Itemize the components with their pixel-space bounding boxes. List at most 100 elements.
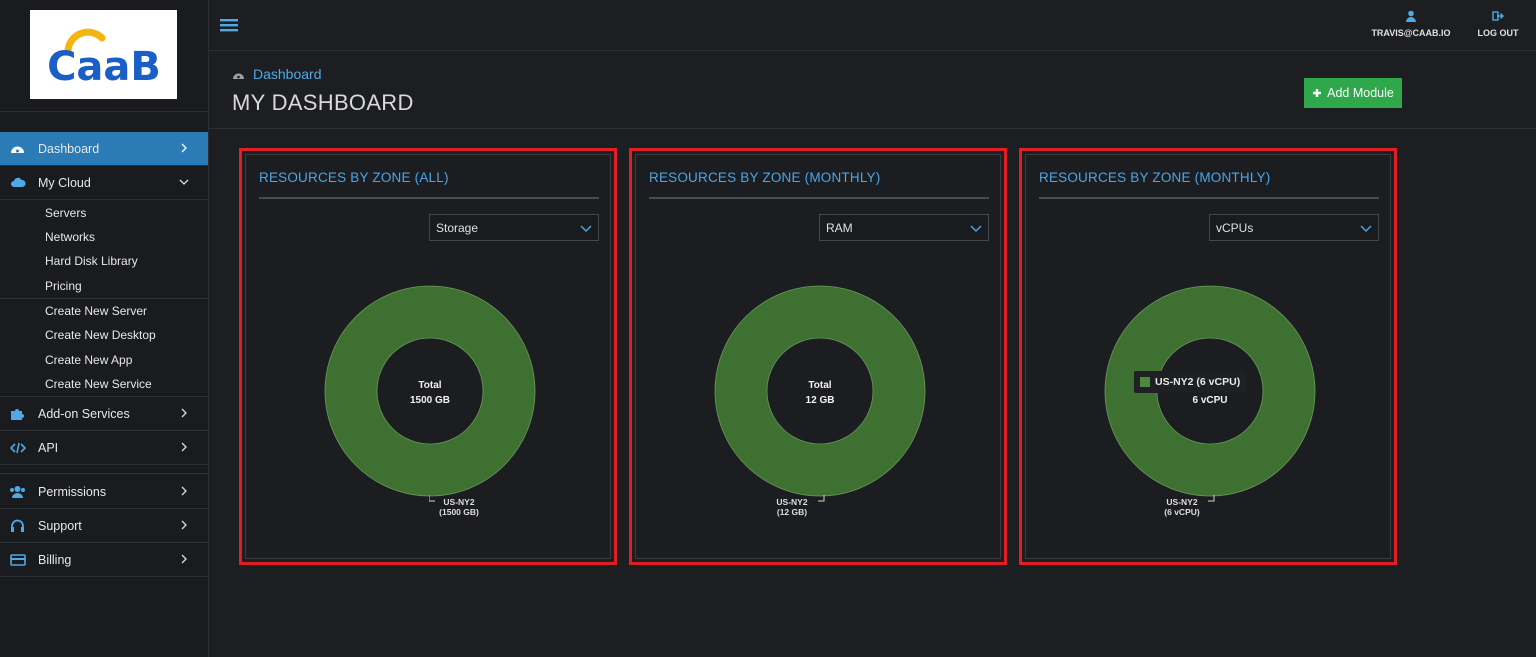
chevron-right-icon (181, 520, 187, 530)
zone-label: US-NY2 (6 vCPU) (1152, 497, 1212, 517)
divider (0, 396, 208, 397)
divider (259, 197, 599, 199)
add-module-button[interactable]: Add Module (1304, 78, 1402, 108)
tooltip-text: US-NY2 (6 vCPU) (1155, 376, 1241, 388)
donut-center-value: 6 vCPU (1192, 395, 1228, 406)
plus-icon (1313, 89, 1322, 97)
puzzle-icon (9, 407, 26, 421)
donut-slice-us-ny2[interactable] (715, 286, 925, 496)
chevron-right-icon (181, 143, 187, 153)
sidebar-sub-create-service[interactable]: Create New Service (45, 377, 152, 391)
donut-hole (766, 337, 874, 445)
sidebar-item-label: Permissions (38, 484, 107, 499)
donut-center-label: Total (808, 380, 832, 391)
logo-area: CaaB (0, 0, 208, 112)
resources-panel-vcpu: RESOURCES BY ZONE (MONTHLY) vCPUs 6 vCPU… (1019, 148, 1397, 565)
sidebar-sub-servers[interactable]: Servers (45, 206, 87, 220)
sidebar-sub-pricing[interactable]: Pricing (45, 279, 82, 293)
panel-title: RESOURCES BY ZONE (MONTHLY) (1039, 170, 1271, 185)
page-header: Dashboard MY DASHBOARD Add Module (209, 51, 1536, 129)
sidebar-item-label: Billing (38, 552, 72, 567)
leader-line (818, 495, 825, 502)
select-value: RAM (826, 220, 853, 235)
credit-card-icon (9, 553, 26, 567)
donut-slice-us-ny2[interactable] (1105, 286, 1315, 496)
sidebar-item-addon-services[interactable]: Add-on Services (0, 397, 208, 431)
sidebar-item-label: My Cloud (38, 175, 91, 190)
donut-chart: Total 1500 GB US-NY2 (1500 GB) (324, 285, 536, 555)
users-icon (9, 485, 26, 499)
sidebar-item-label: API (38, 440, 59, 455)
donut-hole (376, 337, 484, 445)
sidebar-item-label: Add-on Services (38, 406, 130, 421)
panel-title: RESOURCES BY ZONE (MONTHLY) (649, 170, 881, 185)
chevron-right-icon (181, 554, 187, 564)
zone-value: (12 GB) (776, 507, 808, 517)
sidebar-item-api[interactable]: API (0, 431, 208, 465)
chevron-down-icon (970, 225, 982, 232)
logout-button[interactable]: LOG OUT (1472, 10, 1524, 38)
donut-center-value: 1500 GB (409, 395, 451, 406)
logo[interactable]: CaaB (30, 10, 177, 99)
sidebar-item-dashboard[interactable]: Dashboard (0, 132, 208, 166)
donut-outline (1104, 285, 1316, 497)
headset-icon (9, 519, 26, 533)
donut-chart: Total 12 GB US-NY2 (12 GB) (714, 285, 926, 555)
leader-line (429, 495, 435, 502)
zone-label: US-NY2 (1500 GB) (429, 497, 489, 517)
logout-label: LOG OUT (1477, 28, 1519, 38)
sidebar-item-billing[interactable]: Billing (0, 543, 208, 577)
sidebar-sub-hard-disk-library[interactable]: Hard Disk Library (45, 254, 138, 268)
donut-outline (714, 285, 926, 497)
dashboard-icon (9, 142, 26, 156)
topbar: TRAVIS@CAAB.IO LOG OUT (209, 0, 1536, 51)
donut-center-value: 12 GB (805, 395, 835, 406)
chevron-down-icon (179, 179, 189, 185)
donut-outline (324, 285, 536, 497)
donut-slice-us-ny2[interactable] (325, 286, 535, 496)
zone-name: US-NY2 (776, 497, 808, 507)
page-title: MY DASHBOARD (232, 90, 414, 115)
sidebar-item-label: Support (38, 518, 82, 533)
resource-type-select[interactable]: vCPUs (1209, 214, 1379, 241)
sidebar-sub-create-app[interactable]: Create New App (45, 353, 133, 367)
divider (0, 473, 208, 474)
donut-chart: 6 vCPU US-NY2 (6 vCPU) US-NY2 (6 vCPU) (1104, 285, 1316, 555)
logo-text: CaaB (47, 44, 161, 90)
user-icon (1406, 10, 1416, 22)
divider (0, 298, 208, 299)
resource-type-select[interactable]: RAM (819, 214, 989, 241)
zone-value: (6 vCPU) (1164, 507, 1200, 517)
add-module-label: Add Module (1327, 86, 1394, 100)
resources-panel-ram: RESOURCES BY ZONE (MONTHLY) RAM Total 12… (629, 148, 1007, 565)
zone-name: US-NY2 (443, 497, 475, 507)
user-email: TRAVIS@CAAB.IO (1371, 28, 1451, 38)
zone-name: US-NY2 (1166, 497, 1198, 507)
divider (1039, 197, 1379, 199)
sidebar-item-permissions[interactable]: Permissions (0, 475, 208, 509)
sidebar-sub-networks[interactable]: Networks (45, 230, 96, 244)
menu-toggle-icon[interactable] (220, 18, 238, 32)
sidebar-sub-create-server[interactable]: Create New Server (45, 304, 148, 318)
tooltip-swatch (1140, 377, 1150, 387)
chevron-right-icon (181, 486, 187, 496)
chevron-down-icon (1360, 225, 1372, 232)
sidebar-sub-create-desktop[interactable]: Create New Desktop (45, 328, 156, 342)
leader-line (1208, 495, 1215, 502)
select-value: vCPUs (1216, 220, 1254, 235)
divider (649, 197, 989, 199)
dashboard-icon (233, 73, 244, 79)
sidebar-item-my-cloud[interactable]: My Cloud (0, 166, 208, 200)
panel-title: RESOURCES BY ZONE (ALL) (259, 170, 449, 185)
breadcrumb[interactable]: Dashboard (232, 66, 322, 82)
user-account[interactable]: TRAVIS@CAAB.IO (1371, 10, 1451, 38)
cloud-icon (9, 176, 26, 190)
chevron-right-icon (181, 408, 187, 418)
sidebar-item-support[interactable]: Support (0, 509, 208, 543)
code-icon (9, 441, 26, 455)
zone-value: (1500 GB) (439, 507, 479, 517)
chart-tooltip: US-NY2 (6 vCPU) (1134, 371, 1247, 393)
select-value: Storage (436, 220, 479, 235)
chevron-down-icon (580, 225, 592, 232)
resource-type-select[interactable]: Storage (429, 214, 599, 241)
